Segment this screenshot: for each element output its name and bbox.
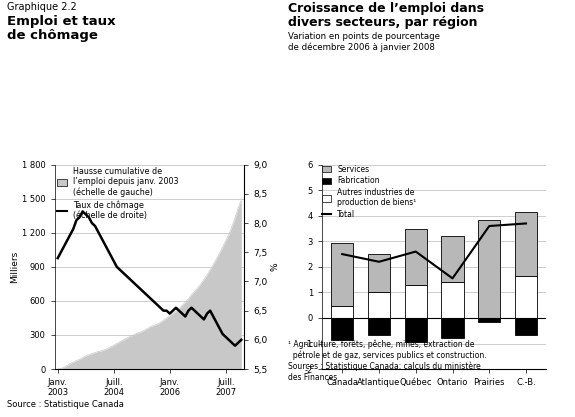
Bar bbox=[405, 318, 427, 342]
Text: Graphique 2.2: Graphique 2.2 bbox=[7, 2, 76, 12]
Text: de chômage: de chômage bbox=[7, 29, 98, 42]
Bar bbox=[478, 220, 500, 318]
Bar bbox=[368, 318, 390, 334]
Bar bbox=[442, 236, 463, 282]
Bar bbox=[368, 254, 390, 292]
Bar bbox=[442, 282, 463, 318]
Bar bbox=[515, 276, 537, 318]
Legend: Services, Fabrication, Autres industries de
production de biens¹, Total: Services, Fabrication, Autres industries… bbox=[322, 165, 416, 219]
Text: Variation en points de pourcentage
de décembre 2006 à janvier 2008: Variation en points de pourcentage de dé… bbox=[288, 32, 439, 52]
Bar bbox=[405, 285, 427, 318]
Text: divers secteurs, par région: divers secteurs, par région bbox=[288, 16, 477, 29]
Legend: Hausse cumulative de
l’emploi depuis janv. 2003
(échelle de gauche), Taux de chô: Hausse cumulative de l’emploi depuis jan… bbox=[56, 167, 179, 220]
Bar bbox=[331, 243, 353, 306]
Bar bbox=[368, 292, 390, 318]
Bar bbox=[331, 318, 353, 340]
Y-axis label: %: % bbox=[270, 263, 279, 271]
Text: ¹ Agriculture, forêts, pêche, mines, extraction de
  pétrole et de gaz, services: ¹ Agriculture, forêts, pêche, mines, ext… bbox=[288, 340, 486, 382]
Text: Emploi et taux: Emploi et taux bbox=[7, 15, 116, 28]
Bar bbox=[515, 318, 537, 334]
Bar bbox=[515, 212, 537, 276]
Bar bbox=[478, 318, 500, 322]
Bar bbox=[442, 318, 463, 339]
Y-axis label: Milliers: Milliers bbox=[10, 251, 19, 283]
Bar bbox=[405, 229, 427, 285]
Text: Croissance de l’emploi dans: Croissance de l’emploi dans bbox=[288, 2, 484, 15]
Text: Source : Statistique Canada: Source : Statistique Canada bbox=[7, 399, 124, 409]
Bar bbox=[331, 306, 353, 318]
